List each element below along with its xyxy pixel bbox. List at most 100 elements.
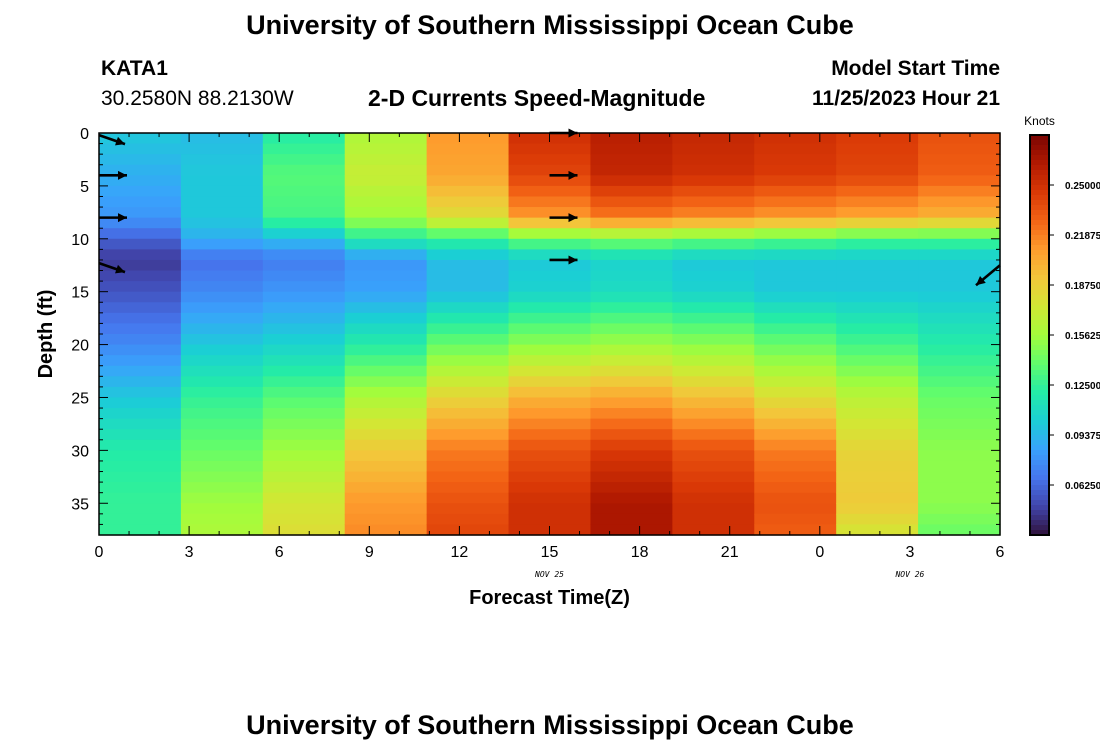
heatmap-cell	[590, 154, 673, 166]
heatmap-cell	[672, 249, 755, 261]
heatmap-cell	[508, 408, 592, 420]
heatmap-cell	[508, 471, 592, 483]
colorbar-swatch	[1030, 300, 1049, 306]
heatmap-cell	[344, 460, 428, 473]
y-tick-label: 25	[71, 390, 89, 407]
y-tick-label: 35	[71, 496, 89, 513]
x-axis-title: Forecast Time(Z)	[469, 587, 630, 609]
heatmap-cell	[426, 143, 510, 155]
heatmap-cell	[180, 312, 264, 325]
heatmap-cell	[590, 312, 673, 325]
heatmap-cell	[836, 259, 919, 272]
heatmap-cell	[426, 408, 510, 420]
heatmap-cell	[426, 513, 510, 526]
heatmap-cell	[672, 291, 755, 303]
colorbar-swatch	[1030, 520, 1049, 526]
heatmap-cell	[180, 270, 264, 282]
heatmap-cell	[508, 164, 592, 176]
heatmap-cell	[672, 513, 755, 526]
heatmap-cell	[836, 207, 919, 219]
colorbar-swatch	[1030, 375, 1049, 381]
heatmap-cell	[508, 365, 592, 377]
heatmap-cell	[918, 450, 1001, 462]
colorbar-swatch	[1030, 290, 1049, 296]
heatmap-cell	[99, 450, 182, 462]
heatmap-cell	[590, 207, 673, 219]
colorbar-swatch	[1030, 285, 1049, 291]
heatmap-cell	[426, 482, 510, 494]
heatmap-cell	[754, 228, 837, 240]
colorbar-swatch	[1030, 180, 1049, 186]
heatmap-cell	[99, 143, 182, 155]
heatmap-cell	[344, 291, 428, 303]
heatmap-cell	[180, 249, 264, 261]
colorbar-swatch	[1030, 345, 1049, 351]
heatmap-cell	[426, 207, 510, 219]
heatmap-cell	[590, 249, 673, 261]
heatmap-cell	[426, 185, 510, 198]
heatmap-cell	[344, 397, 428, 409]
heatmap-cell	[508, 460, 592, 473]
heatmap-cell	[262, 291, 346, 303]
colorbar-swatch	[1030, 360, 1049, 366]
heatmap-cell	[99, 164, 182, 176]
heatmap-cell	[99, 281, 182, 293]
colorbar-swatch	[1030, 175, 1049, 181]
heatmap-cell	[754, 196, 837, 208]
heatmap-cell	[590, 471, 673, 483]
heatmap-cell	[918, 185, 1001, 198]
heatmap-cell	[99, 312, 182, 325]
heatmap-cell	[590, 133, 673, 145]
heatmap-cell	[426, 429, 510, 441]
heatmap-cell	[754, 386, 837, 399]
heatmap-cell	[836, 429, 919, 441]
heatmap-cell	[918, 312, 1001, 325]
heatmap-cell	[590, 281, 673, 293]
heatmap-cell	[672, 460, 755, 473]
colorbar-swatch	[1030, 215, 1049, 221]
heatmap-cell	[918, 408, 1001, 420]
heatmap-cell	[262, 439, 346, 451]
heatmap-cell	[836, 503, 919, 515]
heatmap-cell	[918, 365, 1001, 377]
heatmap-cell	[836, 196, 919, 208]
heatmap-cell	[508, 503, 592, 515]
colorbar-swatch	[1030, 170, 1049, 176]
heatmap-cell	[754, 408, 837, 420]
heatmap-cell	[508, 355, 592, 367]
heatmap-cell	[590, 344, 673, 356]
heatmap-cell	[262, 503, 346, 515]
heatmap-cell	[918, 291, 1001, 303]
heatmap-cell	[754, 143, 837, 155]
heatmap-cell	[590, 185, 673, 198]
current-arrowhead	[115, 264, 125, 274]
heatmap-cell	[918, 302, 1001, 314]
heatmap-cell	[918, 524, 1001, 536]
heatmap-cell	[262, 312, 346, 325]
heatmap-cell	[426, 281, 510, 293]
x-tick-label: 6	[996, 544, 1005, 561]
heatmap-cell	[672, 281, 755, 293]
colorbar-swatch	[1030, 245, 1049, 251]
heatmap-cell	[508, 270, 592, 282]
heatmap-cell	[344, 376, 428, 388]
heatmap-cell	[344, 482, 428, 494]
heatmap-cell	[918, 259, 1001, 272]
heatmap-cell	[262, 376, 346, 388]
heatmap-cell	[180, 471, 264, 483]
heatmap-cell	[99, 133, 182, 145]
heatmap-cell	[180, 323, 264, 335]
colorbar-swatch	[1030, 390, 1049, 396]
heatmap-cell	[180, 154, 264, 166]
heatmap-cell	[180, 492, 264, 504]
heatmap-cell	[672, 164, 755, 176]
x-tick-label: 21	[721, 544, 739, 561]
heatmap-cell	[590, 408, 673, 420]
heatmap-cell	[180, 291, 264, 303]
heatmap-cell	[426, 450, 510, 462]
heatmap-cell	[99, 365, 182, 377]
heatmap-cell	[99, 503, 182, 515]
heatmap-cell	[262, 185, 346, 198]
heatmap-cell	[754, 418, 837, 430]
heatmap-cell	[590, 238, 673, 250]
